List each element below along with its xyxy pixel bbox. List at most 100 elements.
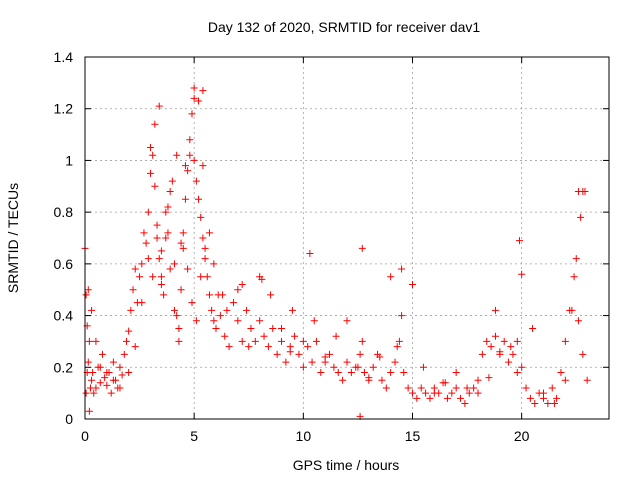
data-point (205, 229, 213, 237)
data-point (544, 399, 552, 407)
data-point (155, 255, 163, 263)
data-point (82, 389, 90, 397)
data-point (310, 317, 318, 325)
data-point (513, 368, 521, 376)
data-point (452, 384, 460, 392)
data-point (548, 384, 556, 392)
data-point (144, 255, 152, 263)
data-point (387, 368, 395, 376)
data-point (153, 234, 161, 242)
data-point (356, 350, 364, 358)
data-point (225, 343, 233, 351)
data-point (199, 234, 207, 242)
data-point (461, 399, 469, 407)
data-point (417, 384, 425, 392)
data-point (229, 299, 237, 307)
data-point (155, 102, 163, 110)
data-point (192, 317, 200, 325)
data-point (465, 389, 473, 397)
data-point (317, 368, 325, 376)
data-point (491, 332, 499, 340)
data-point (574, 187, 582, 195)
data-point (540, 389, 547, 397)
data-point (84, 358, 92, 366)
data-point (441, 379, 449, 387)
data-point (245, 343, 253, 351)
data-point (199, 87, 207, 95)
data-point (107, 389, 115, 397)
data-point (136, 273, 144, 281)
data-point (179, 229, 187, 237)
data-point (522, 384, 530, 392)
data-point (190, 156, 198, 164)
data-point (177, 239, 185, 247)
data-point (398, 265, 406, 273)
data-point (88, 306, 96, 314)
data-point (166, 265, 174, 273)
data-point (393, 343, 401, 351)
data-point (243, 306, 251, 314)
data-point (168, 177, 176, 185)
data-point (162, 234, 170, 242)
data-point (413, 394, 421, 402)
data-point (398, 312, 406, 320)
data-point (85, 337, 93, 345)
data-points (81, 84, 591, 420)
data-point (122, 337, 130, 345)
data-point (82, 291, 90, 299)
data-point (330, 363, 338, 371)
data-point (138, 260, 146, 268)
data-point (201, 244, 209, 252)
data-point (474, 376, 482, 384)
data-point (577, 213, 585, 221)
data-point (171, 260, 179, 268)
data-point (343, 358, 351, 366)
data-point (507, 343, 515, 351)
data-point (531, 399, 539, 407)
data-point (430, 389, 438, 397)
data-point (505, 358, 513, 366)
data-point (98, 350, 106, 358)
plot-frame (84, 56, 610, 420)
data-point (96, 363, 104, 371)
x-tick-labels: 0 5 10 15 20 (81, 428, 530, 444)
data-point (422, 389, 430, 397)
data-point (147, 144, 154, 151)
data-point (197, 213, 205, 221)
data-point (529, 325, 537, 332)
data-point (391, 358, 399, 366)
data-point (526, 394, 534, 402)
data-point (583, 376, 591, 384)
data-point (179, 244, 187, 252)
data-point (120, 350, 128, 358)
data-point (332, 332, 340, 340)
data-point (478, 350, 486, 358)
data-point (306, 250, 314, 258)
data-point (85, 407, 93, 415)
data-point (184, 167, 192, 175)
data-point (443, 394, 451, 402)
data-point (321, 353, 329, 361)
data-point (347, 368, 355, 376)
y-tick-label: 0.6 (54, 256, 74, 272)
data-point (251, 337, 259, 345)
data-point (491, 306, 499, 314)
data-point (448, 389, 456, 397)
data-point (149, 273, 157, 281)
data-point (184, 265, 192, 273)
x-tick-label: 10 (296, 428, 312, 444)
data-point (267, 291, 275, 299)
data-point (457, 394, 465, 402)
data-point (400, 368, 408, 376)
data-point (92, 337, 100, 345)
data-point (147, 169, 154, 177)
data-point (518, 270, 526, 278)
x-tick-label: 5 (190, 428, 198, 444)
data-point (208, 306, 216, 314)
y-axis-label: SRMTID / TECUs (5, 183, 21, 293)
data-point (212, 325, 220, 332)
data-point (144, 208, 152, 216)
data-point (125, 327, 133, 335)
y-tick-labels: 0 0.2 0.4 0.6 0.8 1 1.2 1.4 (54, 49, 74, 427)
data-point (116, 363, 124, 371)
